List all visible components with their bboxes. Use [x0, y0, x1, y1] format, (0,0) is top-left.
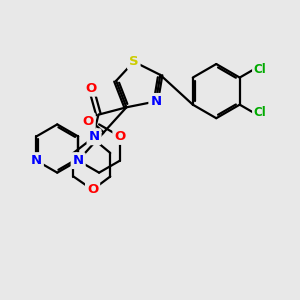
Text: O: O [87, 183, 98, 196]
Text: Cl: Cl [254, 63, 267, 76]
Text: O: O [85, 82, 97, 95]
Text: S: S [129, 55, 139, 68]
Text: N: N [73, 154, 84, 167]
Text: O: O [82, 115, 94, 128]
Text: N: N [31, 154, 42, 167]
Text: O: O [114, 130, 126, 143]
Text: Cl: Cl [254, 106, 267, 119]
Text: N: N [88, 130, 100, 143]
Text: N: N [150, 95, 161, 108]
